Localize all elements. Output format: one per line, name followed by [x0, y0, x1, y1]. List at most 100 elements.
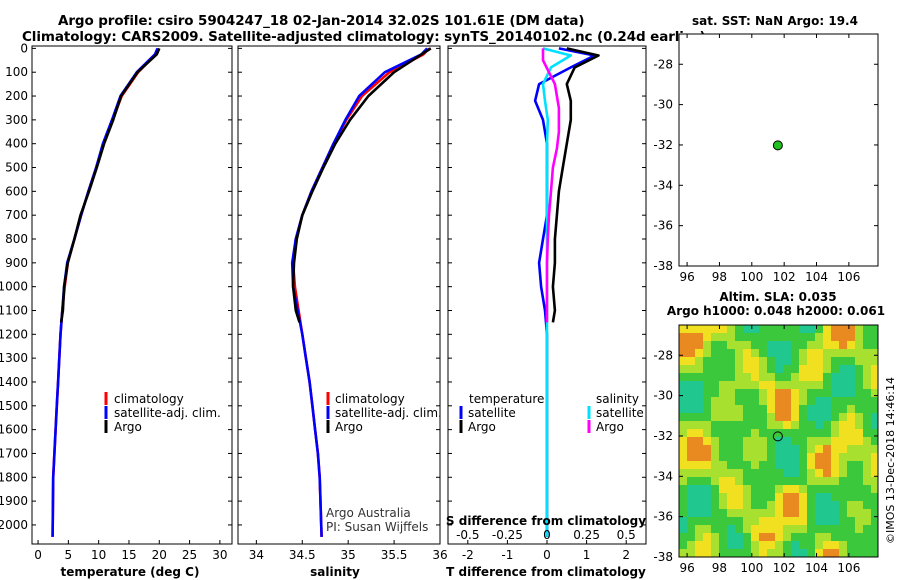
sla-cell: [703, 461, 711, 469]
sla-cell: [727, 453, 735, 461]
sla-cell: [751, 533, 759, 541]
sla-cell: [839, 381, 847, 389]
sla-cell: [807, 509, 815, 517]
sla-cell: [695, 429, 703, 437]
sla-cell: [735, 469, 743, 477]
imos-watermark: ©IMOS 13-Dec-2018 14:46:14: [884, 377, 897, 544]
sla-cell: [807, 357, 815, 365]
sla-cell: [751, 509, 759, 517]
sla-cell: [815, 453, 823, 461]
sla-cell: [783, 549, 791, 557]
sla-cell: [871, 493, 878, 501]
sla-cell: [863, 381, 871, 389]
sla-cell: [799, 525, 807, 533]
sla-map-panel: -28 -30 -32 -34 -36 -38 96 98 100 102 104 106: [653, 324, 879, 575]
sla-cell: [863, 405, 871, 413]
sla-cell: [823, 509, 831, 517]
sla-cell: [743, 373, 751, 381]
sla-cell: [719, 493, 727, 501]
sla-cell: [783, 349, 791, 357]
sla-cell: [783, 397, 791, 405]
sla-cell: [871, 357, 878, 365]
sla-cell: [799, 429, 807, 437]
sla-cell: [807, 493, 815, 501]
sla-cell: [687, 365, 695, 373]
sla-cell: [751, 461, 759, 469]
sla-cell: [783, 389, 791, 397]
sla-cell: [855, 549, 863, 557]
sla-cell: [735, 549, 743, 557]
sla-cell: [855, 389, 863, 397]
sla-cell: [743, 469, 751, 477]
sla-cell: [719, 549, 727, 557]
sla-cell: [711, 501, 719, 509]
y-tick-label: -34: [653, 469, 673, 483]
sla-cell: [831, 525, 839, 533]
sla-cell: [839, 493, 847, 501]
sla-cell: [791, 533, 799, 541]
sla-cell: [799, 453, 807, 461]
sla-cell: [815, 501, 823, 509]
sla-cell: [687, 373, 695, 381]
sla-cell: [767, 421, 775, 429]
sla-cell: [855, 365, 863, 373]
x-tick-label: 100: [740, 561, 763, 575]
sla-cell: [815, 405, 823, 413]
sla-cell: [855, 525, 863, 533]
sla-cell: [687, 389, 695, 397]
sla-cell: [815, 541, 823, 549]
sla-cell: [831, 325, 839, 333]
sla-cell: [711, 461, 719, 469]
sla-cell: [711, 525, 719, 533]
sla-cell: [783, 365, 791, 373]
sla-cell: [847, 325, 855, 333]
x-tick-label: 98: [712, 561, 727, 575]
sla-cell: [711, 357, 719, 365]
sla-cell: [775, 549, 783, 557]
sla-cell: [823, 349, 831, 357]
legend-title-salinity: salinity: [596, 392, 639, 406]
sla-cell: [703, 549, 711, 557]
sla-cell: [735, 541, 743, 549]
y-tick-label: 1900: [0, 494, 28, 508]
sla-cell: [679, 453, 687, 461]
sla-cell: [839, 549, 847, 557]
sla-cell: [711, 541, 719, 549]
sla-cell: [695, 365, 703, 373]
sla-cell: [743, 493, 751, 501]
sla-cell: [703, 453, 711, 461]
sla-cell: [791, 549, 799, 557]
sla-cell: [743, 357, 751, 365]
sla-cell: [727, 461, 735, 469]
sla-cell: [687, 493, 695, 501]
sla-cell: [735, 437, 743, 445]
sla-cell: [815, 381, 823, 389]
sla-cell: [735, 453, 743, 461]
sla-cell: [791, 477, 799, 485]
sla-cell: [711, 469, 719, 477]
sla-cell: [751, 421, 759, 429]
sla-cell: [783, 429, 791, 437]
sla-cell: [799, 509, 807, 517]
sla-cell: [751, 477, 759, 485]
sla-cell: [767, 461, 775, 469]
sla-cell: [695, 413, 703, 421]
sla-cell: [759, 533, 767, 541]
sla-cell: [727, 373, 735, 381]
plot-frame: [31, 45, 233, 545]
sla-cell: [839, 501, 847, 509]
sla-cell: [855, 405, 863, 413]
sla-cell: [703, 397, 711, 405]
sla-cell: [751, 493, 759, 501]
sla-cell: [871, 485, 878, 493]
sla-cell: [831, 357, 839, 365]
s-tick-label: -0.5: [456, 528, 479, 542]
sla-cell: [695, 461, 703, 469]
sla-cell: [871, 397, 878, 405]
y-tick-label: -38: [653, 259, 673, 273]
sla-cell: [775, 541, 783, 549]
sla-cell: [743, 533, 751, 541]
sla-cell: [711, 381, 719, 389]
sla-cell: [743, 381, 751, 389]
sla-cell: [847, 405, 855, 413]
